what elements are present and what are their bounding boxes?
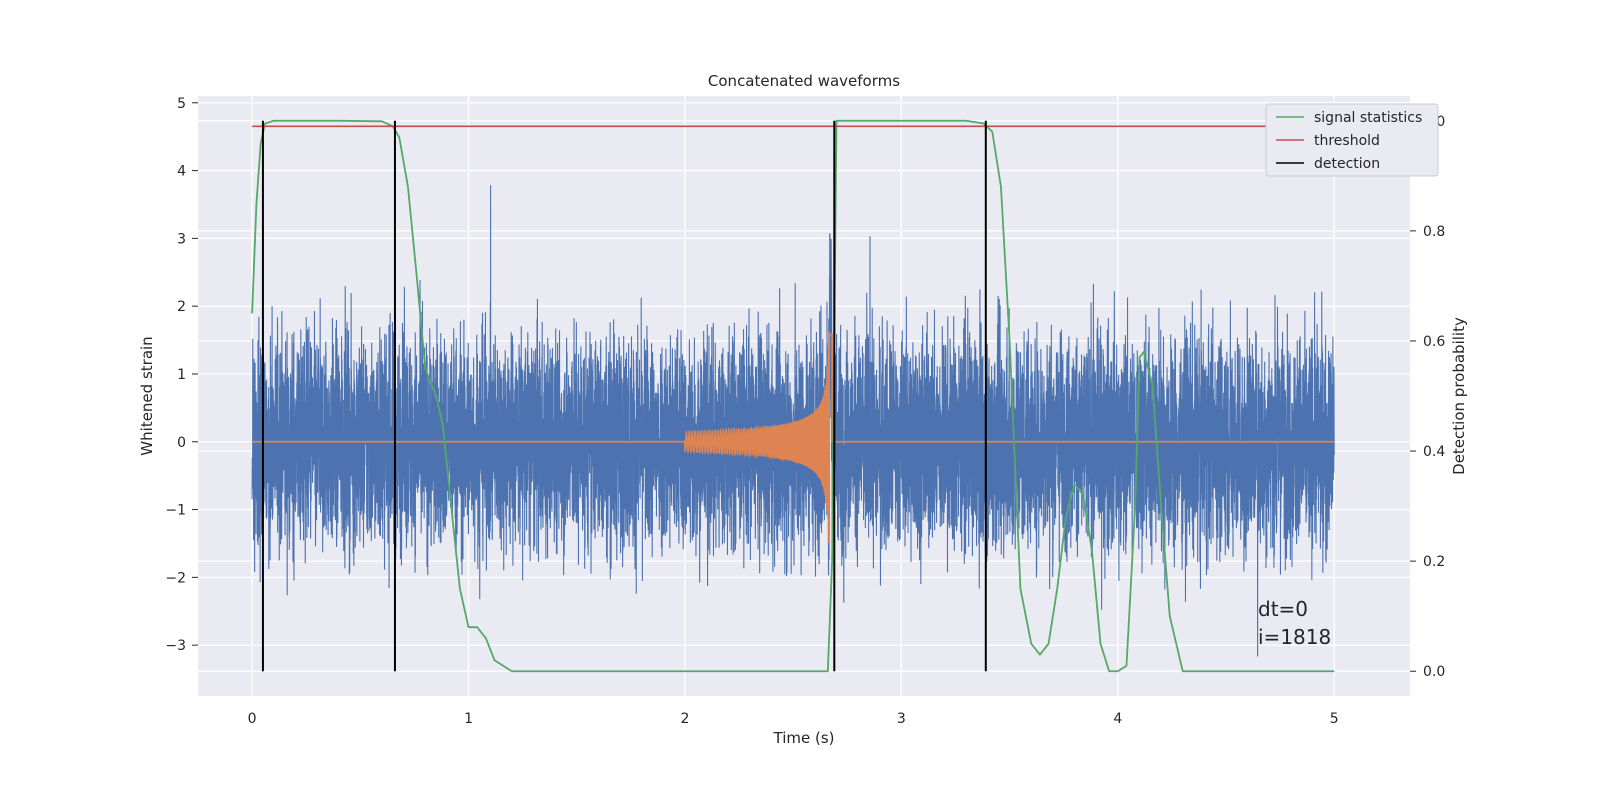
y-tick-label: −1 <box>165 503 186 519</box>
y-tick-label: 1 <box>177 367 186 383</box>
annotation-i: i=1818 <box>1258 625 1331 649</box>
y-right-tick-label: 0.8 <box>1423 224 1445 240</box>
chart-title: Concatenated waveforms <box>708 72 900 90</box>
y-tick-label: −3 <box>165 638 186 654</box>
x-tick-label: 2 <box>681 711 690 727</box>
detection-lines <box>261 120 987 672</box>
y-tick-label: 4 <box>177 164 186 180</box>
x-tick-label: 4 <box>1113 711 1122 727</box>
x-axis-label: Time (s) <box>773 729 835 747</box>
y-right-tick-label: 0.4 <box>1423 444 1445 460</box>
x-tick-label: 5 <box>1330 711 1339 727</box>
template-line <box>252 331 1335 543</box>
y-tick-label: −2 <box>165 570 186 586</box>
legend: signal statistics threshold detection <box>1265 103 1439 177</box>
annotation-dt: dt=0 <box>1258 597 1308 621</box>
y-right-tick-label: 0.6 <box>1423 334 1445 350</box>
legend-label-detection: detection <box>1314 156 1380 172</box>
x-tick-label: 1 <box>464 711 473 727</box>
y-tick-label: 5 <box>177 96 186 112</box>
template-series <box>252 331 1335 543</box>
signal-statistics-series <box>251 119 1335 673</box>
y-tick-label: 3 <box>177 231 186 247</box>
x-tick-label: 0 <box>248 711 257 727</box>
y-right-tick-label: 0.0 <box>1423 664 1445 680</box>
legend-label-signal-statistics: signal statistics <box>1314 110 1422 126</box>
legend-box <box>1265 103 1439 177</box>
y-tick-label: 0 <box>177 435 186 451</box>
signal-statistics-line <box>251 119 1335 673</box>
y-tick-label: 2 <box>177 299 186 315</box>
y-axis-label: Whitened strain <box>138 336 156 455</box>
legend-label-threshold: threshold <box>1314 133 1380 149</box>
y-right-axis-label: Detection probability <box>1450 317 1468 475</box>
y-right-tick-label: 0.2 <box>1423 554 1445 570</box>
x-tick-label: 3 <box>897 711 906 727</box>
